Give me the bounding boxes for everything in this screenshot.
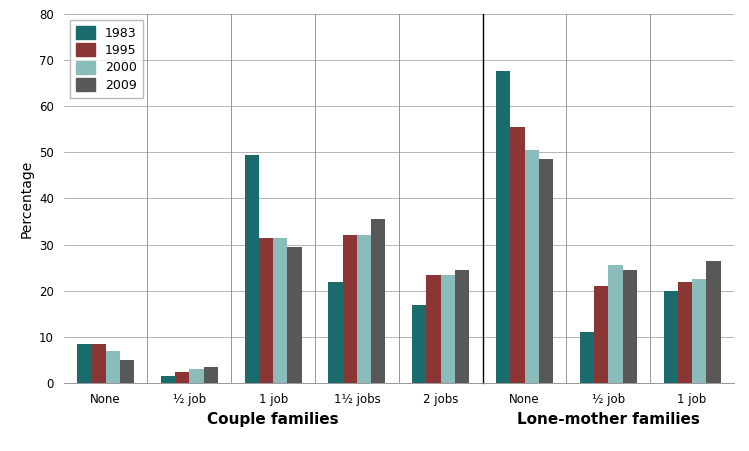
Bar <box>106 351 120 383</box>
Bar <box>426 275 440 383</box>
Bar <box>259 238 273 383</box>
Bar <box>664 291 678 383</box>
Bar <box>412 305 426 383</box>
Bar <box>455 270 469 383</box>
Bar <box>524 150 539 383</box>
Bar <box>440 275 455 383</box>
Bar <box>245 155 259 383</box>
Bar <box>273 238 288 383</box>
Bar <box>329 281 343 383</box>
Bar <box>580 332 594 383</box>
Bar <box>510 127 524 383</box>
X-axis label: Couple families: Couple families <box>207 412 339 427</box>
Bar <box>622 270 637 383</box>
Bar <box>189 369 204 383</box>
Bar <box>496 71 510 383</box>
Bar <box>77 344 91 383</box>
Bar <box>372 219 386 383</box>
Bar <box>692 279 706 383</box>
Bar <box>120 360 134 383</box>
Bar <box>539 159 553 383</box>
Bar <box>91 344 106 383</box>
Bar <box>706 261 721 383</box>
Bar <box>288 247 302 383</box>
Bar <box>608 266 622 383</box>
Bar <box>594 286 608 383</box>
Bar <box>161 377 175 383</box>
Legend: 1983, 1995, 2000, 2009: 1983, 1995, 2000, 2009 <box>70 20 143 98</box>
Bar <box>343 235 357 383</box>
Bar <box>204 367 218 383</box>
Bar <box>357 235 372 383</box>
X-axis label: Lone-mother families: Lone-mother families <box>517 412 700 427</box>
Y-axis label: Percentage: Percentage <box>19 159 34 238</box>
Bar <box>175 372 189 383</box>
Bar <box>678 281 692 383</box>
